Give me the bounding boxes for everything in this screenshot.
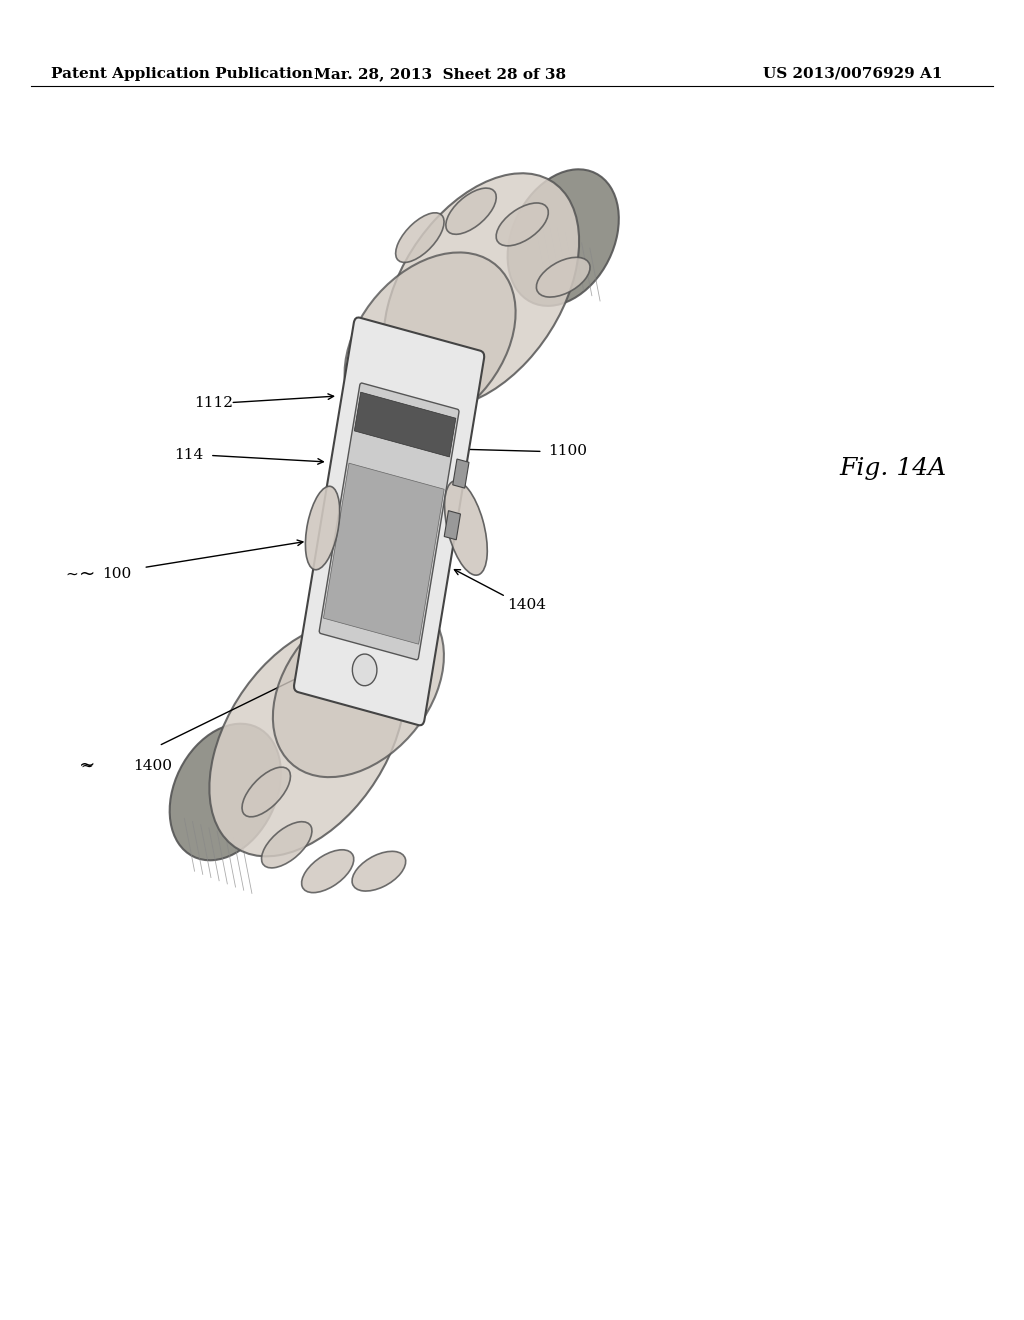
Bar xyxy=(354,392,456,457)
Ellipse shape xyxy=(395,213,444,263)
Ellipse shape xyxy=(261,821,312,869)
Text: Patent Application Publication: Patent Application Publication xyxy=(51,67,313,81)
Text: ~: ~ xyxy=(66,566,78,582)
Text: US 2013/0076929 A1: US 2013/0076929 A1 xyxy=(763,67,942,81)
Text: Mar. 28, 2013  Sheet 28 of 38: Mar. 28, 2013 Sheet 28 of 38 xyxy=(314,67,566,81)
Ellipse shape xyxy=(302,850,353,892)
Text: ~: ~ xyxy=(81,758,93,774)
Ellipse shape xyxy=(352,851,406,891)
Ellipse shape xyxy=(497,203,548,246)
Ellipse shape xyxy=(537,257,590,297)
Text: 100: 100 xyxy=(102,568,132,581)
Ellipse shape xyxy=(508,169,618,306)
Bar xyxy=(324,463,444,644)
Ellipse shape xyxy=(170,723,281,861)
Text: ~: ~ xyxy=(79,756,95,775)
Text: 1112: 1112 xyxy=(195,396,233,409)
Text: Fig. 14A: Fig. 14A xyxy=(840,457,947,480)
Text: 1400: 1400 xyxy=(133,759,172,772)
Ellipse shape xyxy=(344,252,516,434)
Circle shape xyxy=(352,653,377,685)
Ellipse shape xyxy=(209,622,406,857)
Ellipse shape xyxy=(242,767,291,817)
Text: 1100: 1100 xyxy=(548,445,587,458)
Ellipse shape xyxy=(305,486,340,570)
Text: 1404: 1404 xyxy=(507,598,546,611)
Ellipse shape xyxy=(444,480,487,576)
FancyBboxPatch shape xyxy=(294,318,484,725)
Text: 114: 114 xyxy=(174,449,204,462)
Bar xyxy=(453,459,469,488)
Bar xyxy=(444,511,461,540)
Text: ~: ~ xyxy=(79,565,95,583)
FancyBboxPatch shape xyxy=(319,383,459,660)
Ellipse shape xyxy=(272,595,444,777)
Ellipse shape xyxy=(383,173,580,408)
Ellipse shape xyxy=(445,187,497,235)
